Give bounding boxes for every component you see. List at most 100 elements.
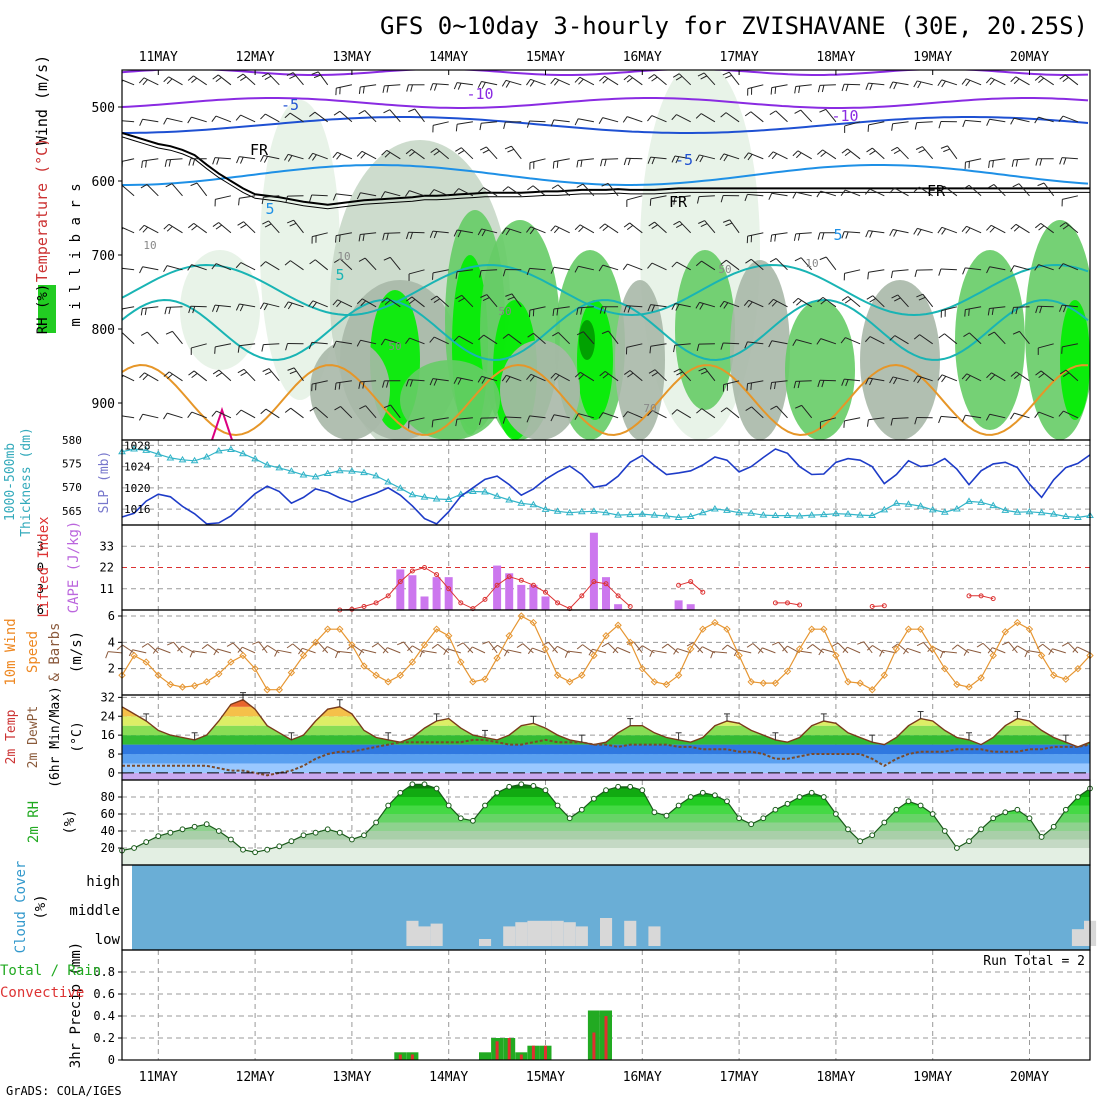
surface-wind-barb-flag: [128, 649, 134, 657]
rh-point: [445, 802, 452, 809]
li-point: [458, 600, 464, 606]
cape-bar: [589, 532, 598, 610]
upper-wind-barb: [1038, 343, 1054, 349]
upper-wind-barb-flag: [429, 189, 435, 196]
upper-wind-barb-flag: [457, 378, 462, 385]
upper-wind-barb-flag: [526, 226, 532, 233]
upper-wind-barb: [847, 296, 861, 308]
upper-wind-barb-flag: [626, 225, 634, 231]
rh-band: [122, 822, 1090, 831]
precip-tick-label: 0.2: [93, 1031, 115, 1045]
upper-wind-barb-flag: [431, 420, 434, 428]
upper-wind-barb: [122, 267, 135, 271]
upper-wind-barb: [505, 227, 522, 234]
upper-wind-barb-flag: [115, 79, 119, 85]
upper-wind-barb-flag: [332, 299, 338, 306]
upper-wind-barb-flag: [333, 110, 341, 116]
upper-wind-barb: [941, 306, 958, 312]
rh-point: [264, 846, 271, 853]
surface-wind-barb-flag: [818, 648, 823, 656]
upper-wind-barb-flag: [913, 80, 918, 88]
upper-wind-barb: [919, 334, 933, 345]
upper-wind-barb: [869, 336, 885, 345]
rh-point: [978, 826, 984, 833]
upper-wind-barb-flag: [722, 71, 730, 76]
upper-wind-barb-flag: [602, 78, 609, 84]
thickness-point: [892, 499, 901, 506]
thickness-point: [989, 501, 998, 509]
upper-wind-barb-flag: [841, 296, 849, 301]
thickness-point: [674, 513, 683, 520]
upper-wind-barb-flag: [1038, 373, 1045, 379]
upper-wind-barb: [239, 343, 256, 347]
wind-speed-point: [892, 645, 901, 653]
li-point: [361, 603, 367, 609]
upper-wind-barb-flag: [698, 367, 706, 372]
surface-wind-barb: [192, 650, 207, 654]
upper-wind-barb: [1064, 74, 1079, 86]
upper-wind-barb-flag: [358, 110, 366, 115]
rh-point: [155, 833, 162, 839]
surface-wind-barb-flag: [987, 647, 993, 654]
precip-convective-bar: [398, 1054, 402, 1060]
upper-wind-barb: [775, 110, 788, 123]
surface-wind-barb-flag: [456, 642, 464, 647]
wind-speed-point: [493, 654, 501, 662]
cape-bar: [408, 575, 417, 610]
li-point: [615, 593, 621, 599]
upper-wind-barb-flag: [553, 79, 560, 86]
upper-wind-barb-flag: [358, 257, 366, 262]
rh-tick-label: 80: [101, 790, 115, 804]
upper-wind-barb: [122, 332, 135, 345]
upper-wind-barb-flag: [139, 266, 144, 274]
upper-wind-barb: [966, 78, 982, 86]
upper-wind-barb-flag: [700, 370, 708, 375]
upper-wind-barb: [1040, 370, 1055, 382]
upper-wind-barb: [651, 115, 667, 123]
wind-speed-point: [771, 679, 780, 687]
surface-wind-barb-flag: [1072, 646, 1078, 653]
upper-wind-barb-flag: [526, 79, 531, 86]
thickness-point: [444, 495, 453, 502]
surface-wind-barb: [617, 646, 631, 654]
upper-wind-barb-flag: [798, 85, 801, 94]
li-point: [869, 603, 875, 609]
upper-wind-barb: [991, 372, 1006, 382]
upper-wind-barb-flag: [792, 150, 799, 157]
upper-wind-barb-flag: [747, 301, 753, 308]
freezing-level-line: [122, 131, 1090, 206]
thickness-point: [1013, 508, 1022, 515]
upper-wind-barb-flag: [191, 225, 198, 231]
upper-wind-barb: [361, 150, 377, 160]
upper-wind-barb: [990, 77, 1006, 86]
upper-wind-barb: [1040, 75, 1054, 86]
surface-wind-barb-flag: [649, 650, 654, 657]
upper-wind-barb: [122, 184, 135, 197]
upper-wind-barb-flag: [1034, 411, 1040, 419]
upper-wind-barb: [511, 293, 522, 308]
li-point: [373, 600, 379, 606]
precip-convective-bar: [592, 1032, 596, 1060]
upper-wind-barb-flag: [816, 190, 822, 198]
upper-wind-barb-flag: [429, 336, 435, 343]
upper-wind-barb-flag: [188, 370, 195, 376]
surface-wind-barb-flag: [141, 643, 149, 648]
upper-wind-barb-flag: [550, 119, 555, 127]
cape-bar: [517, 584, 526, 610]
mb-tick-label: 900: [92, 397, 115, 412]
upper-wind-barb: [747, 232, 764, 237]
upper-wind-barb-flag: [141, 160, 143, 169]
upper-wind-barb-flag: [140, 184, 148, 189]
upper-wind-barb: [868, 417, 885, 421]
upper-wind-barb-flag: [1011, 307, 1014, 315]
upper-wind-barb-flag: [287, 367, 295, 371]
upper-wind-barb: [191, 343, 207, 349]
wind-speed-point: [553, 671, 562, 679]
upper-wind-barb: [965, 158, 982, 163]
surface-wind-barb: [422, 650, 437, 654]
li-point: [603, 581, 609, 587]
upper-wind-barb: [340, 406, 353, 419]
wind-speed-point: [311, 638, 320, 647]
upper-wind-barb: [654, 369, 667, 382]
upper-wind-barb-flag: [501, 80, 507, 87]
